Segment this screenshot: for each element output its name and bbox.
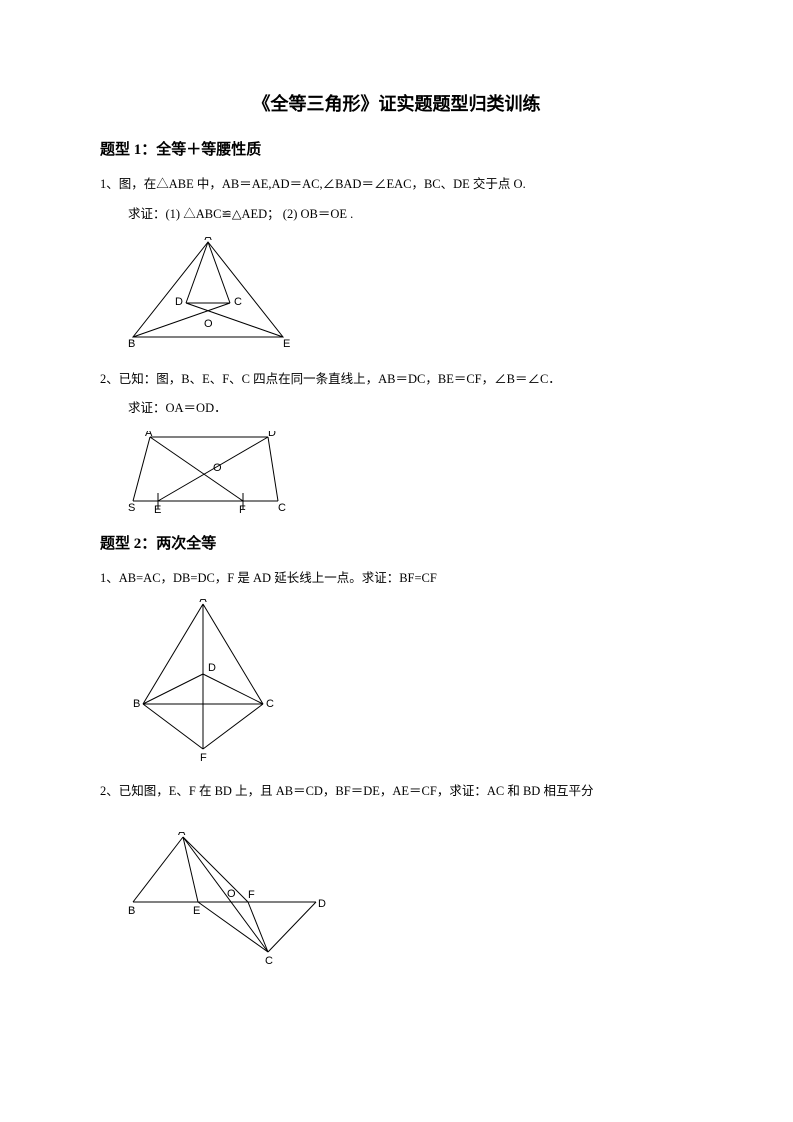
fig3-label-c: C (266, 698, 274, 710)
figure-4: A B E O F D C (128, 832, 693, 967)
fig1-label-c: C (234, 296, 242, 308)
section2-problem2-line1: 2、已知图，E、F 在 BD 上，且 AB＝CD，BF＝DE，AE＝CF，求证：… (100, 780, 693, 804)
fig1-label-o: O (204, 318, 213, 330)
section2-problem1-line1: 1、AB=AC，DB=DC，F 是 AD 延长线上一点。求证：BF=CF (100, 567, 693, 591)
fig2-label-d: D (268, 431, 276, 439)
fig4-label-f: F (248, 889, 255, 901)
section1-problem1-line2: 求证：(1) △ABC≌△AED； (2) OB＝OE . (100, 203, 693, 227)
fig4-label-d: D (318, 898, 326, 910)
fig4-label-e: E (193, 905, 200, 917)
fig1-label-a: A (204, 237, 212, 243)
figure-3: A B C D F (128, 599, 693, 764)
page-title: 《全等三角形》证实题题型归类训练 (100, 90, 693, 116)
section1-header: 题型 1：全等＋等腰性质 (100, 138, 693, 159)
fig4-label-c: C (265, 955, 273, 967)
fig2-label-e: E (154, 504, 161, 516)
fig2-label-f: F (239, 504, 246, 516)
fig3-label-f: F (200, 752, 207, 764)
figure-2: A D S E F C O (128, 431, 693, 516)
fig2-label-o: O (213, 462, 222, 474)
fig3-label-d: D (208, 662, 216, 674)
section2-header: 题型 2：两次全等 (100, 532, 693, 553)
fig2-label-a: A (145, 431, 153, 439)
fig2-label-s: S (128, 502, 135, 514)
fig3-label-b: B (133, 698, 140, 710)
fig1-label-b: B (128, 338, 135, 350)
section1-problem1-line1: 1、图，在△ABE 中，AB＝AE,AD＝AC,∠BAD＝∠EAC，BC、DE … (100, 173, 693, 197)
fig1-label-d: D (175, 296, 183, 308)
figure-1: A B E D C O (128, 237, 693, 352)
fig2-label-c: C (278, 502, 286, 514)
section1-problem2-line1: 2、已知：图，B、E、F、C 四点在同一条直线上，AB＝DC，BE＝CF，∠B＝… (100, 368, 693, 392)
fig4-label-b: B (128, 905, 135, 917)
section1-problem2-line2: 求证：OA＝OD． (100, 397, 693, 421)
fig4-label-a: A (178, 832, 186, 838)
fig1-label-e: E (283, 338, 290, 350)
fig3-label-a: A (199, 599, 207, 605)
fig4-label-o: O (227, 888, 236, 900)
